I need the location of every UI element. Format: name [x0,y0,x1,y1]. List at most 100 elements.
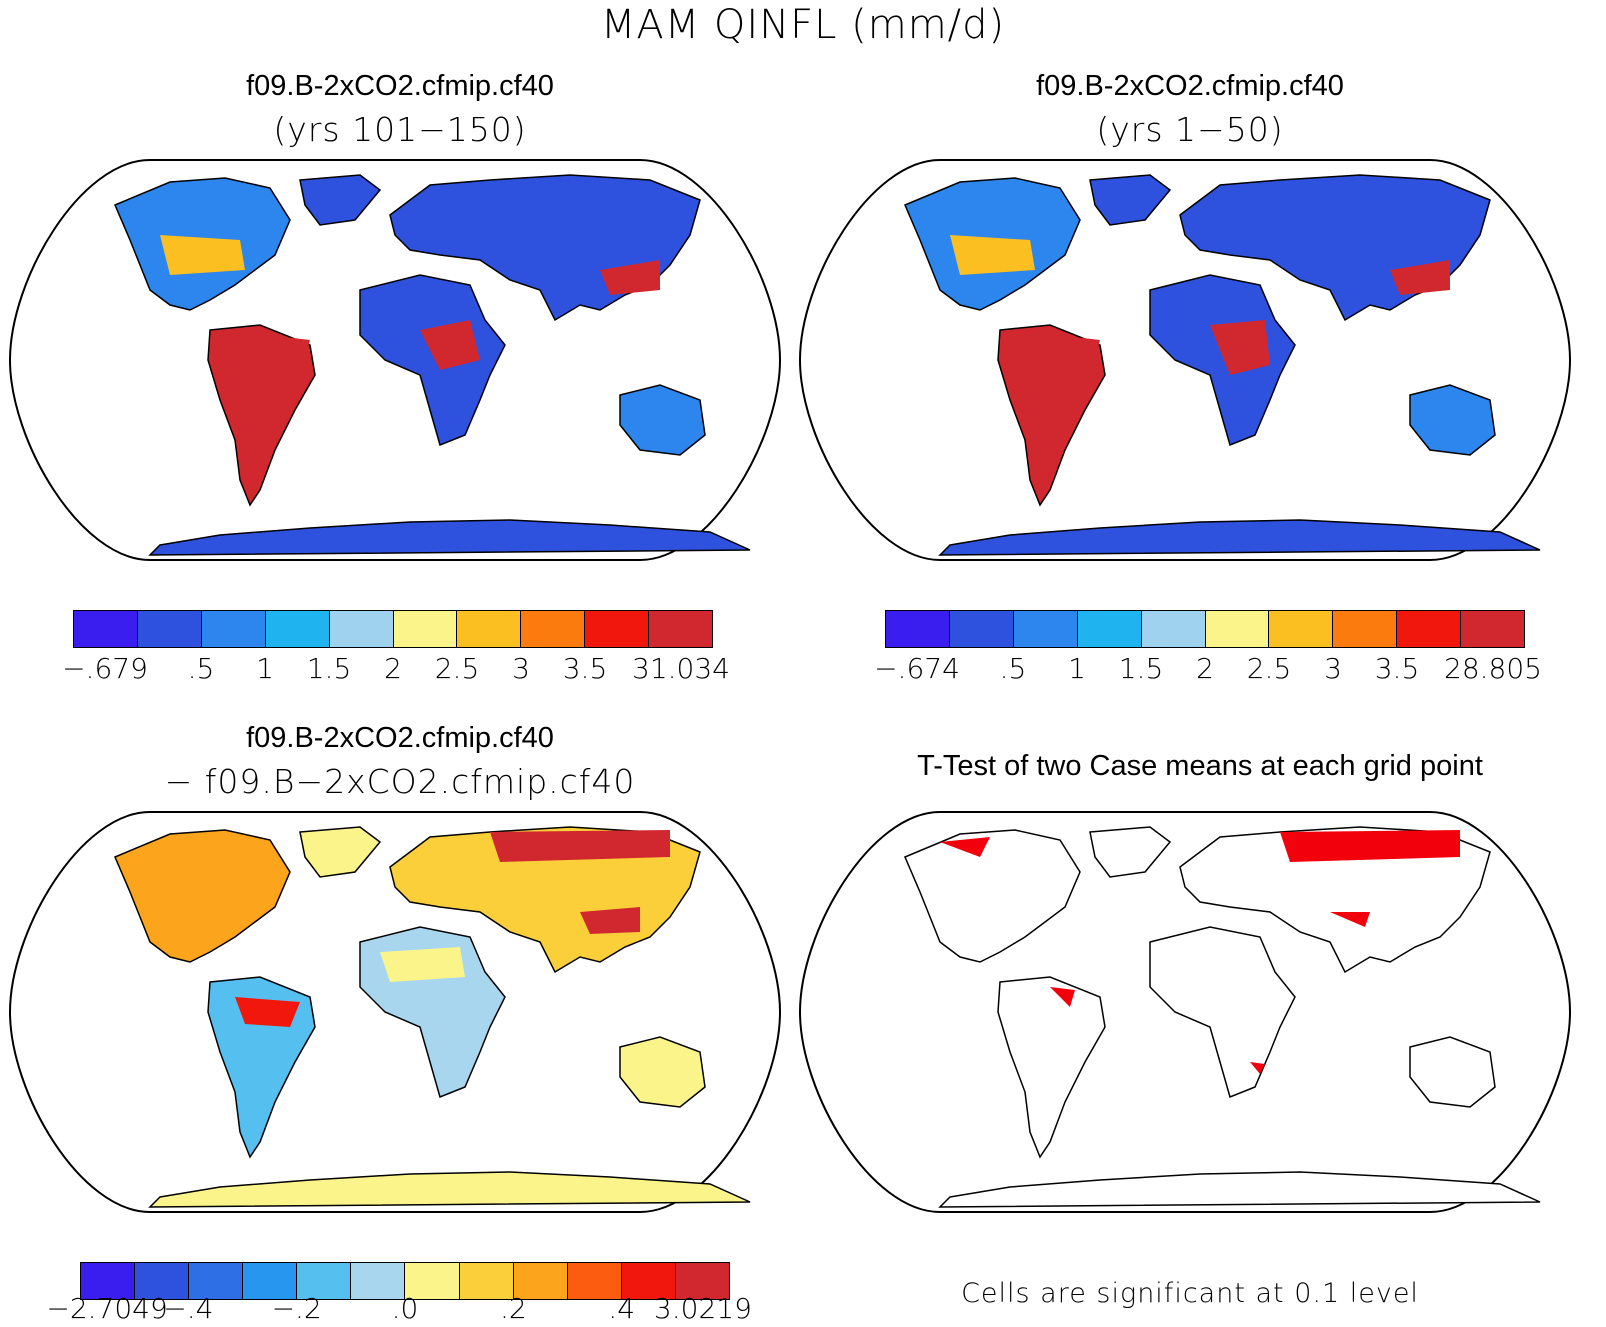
panel1-map [8,159,782,561]
greenland-landmass [1089,826,1172,878]
significance-note: Cells are significant at 0.1 level [961,1278,1419,1309]
colorbar-swatch [1077,611,1142,647]
colorbar-swatch [1333,611,1398,647]
colorbar-label: 2 [1196,652,1214,685]
field-region [600,260,660,295]
colorbar-label: 3.5 [1374,652,1420,685]
australia-landmass [1409,1036,1496,1108]
panel2-title: f09.B-2xCO2.cfmip.cf40 [1036,70,1344,102]
antarctica-landmass [938,1171,1541,1208]
field-region [950,235,1035,275]
colorbar-label: −.2 [271,1292,322,1325]
figure-title: MAM QINFL (mm/d) [600,2,1006,48]
colorbar-label: 1.5 [1118,652,1164,685]
panel2-subtitle: (yrs 1−50) [1096,110,1284,149]
colorbar-label: −.4 [163,1292,214,1325]
field-region [160,235,245,275]
colorbar-swatch [135,1263,190,1299]
field-region [1280,830,1460,862]
colorbar-label: .4 [608,1292,636,1325]
colorbar-label: .0 [391,1292,419,1325]
colorbar-swatch [457,611,522,647]
panel3-map [8,811,782,1213]
colorbar-swatch [1461,611,1525,647]
field-region [225,330,310,375]
colorbar-swatch [351,1263,406,1299]
colorbar-label: 2.5 [1246,652,1292,685]
colorbar-label: 2.5 [434,652,480,685]
panel3-subtitle: − f09.B−2xCO2.cfmip.cf40 [164,762,636,801]
colorbar-swatch [329,611,394,647]
australia-landmass [619,384,706,456]
field-region [1050,987,1075,1007]
colorbar-swatch [189,1263,244,1299]
colorbar-swatch [74,611,138,647]
colorbar-swatch [649,611,713,647]
colorbar-swatch [1141,611,1206,647]
panel3-title: f09.B-2xCO2.cfmip.cf40 [246,722,554,754]
field-region [1015,330,1100,375]
greenland-landmass [1089,174,1172,226]
colorbar-label: 1.5 [306,652,352,685]
colorbar-swatch [137,611,202,647]
colorbar-label: 3.5 [562,652,608,685]
australia-landmass [619,1036,706,1108]
colorbar-swatch [459,1263,514,1299]
colorbar-label: −2.7049 [46,1292,168,1325]
colorbar-swatch [567,1263,622,1299]
panel1-title: f09.B-2xCO2.cfmip.cf40 [246,70,554,102]
field-region [1390,260,1450,295]
greenland-landmass [299,174,382,226]
colorbar-label: 28.805 [1444,652,1542,685]
colorbar-label: .5 [999,652,1027,685]
panel4-map [798,811,1572,1213]
eurasia-landmass [389,826,701,974]
panel1-subtitle: (yrs 101−150) [273,110,527,149]
australia-landmass [1409,384,1496,456]
colorbar-swatch [201,611,266,647]
colorbar-label: 31.034 [632,652,730,685]
antarctica-landmass [938,519,1541,556]
field-region [580,907,640,934]
colorbar-swatch [265,611,330,647]
colorbar-swatch [1013,611,1078,647]
colorbar-label: 2 [384,652,402,685]
africa-landmass [359,274,506,447]
field-region [420,320,480,370]
eurasia-landmass [1179,826,1491,974]
panel2-colorbar [885,610,1525,648]
panel4-title: T-Test of two Case means at each grid po… [917,750,1483,782]
colorbar-swatch [621,1263,676,1299]
colorbar-swatch [243,1263,298,1299]
field-region [1330,912,1370,927]
colorbar-swatch [949,611,1014,647]
colorbar-label: .2 [499,1292,527,1325]
field-region [1250,1062,1265,1074]
field-region [1210,320,1270,375]
colorbar-swatch [675,1263,729,1299]
namerica-landmass [114,829,291,963]
colorbar-swatch [585,611,650,647]
panel2-map [798,159,1572,561]
samerica-landmass [997,976,1106,1159]
antarctica-landmass [148,519,751,556]
colorbar-label: 3 [1324,652,1342,685]
panel2-colorbar-labels: −.674 .5 1 1.5 2 2.5 3 3.5 28.805 [874,652,1542,686]
colorbar-swatch [1397,611,1462,647]
africa-landmass [1149,274,1296,447]
colorbar-swatch [81,1263,136,1299]
colorbar-swatch [521,611,586,647]
colorbar-swatch [393,611,458,647]
panel3-colorbar [80,1262,730,1300]
antarctica-landmass [148,1171,751,1208]
africa-landmass [1149,926,1296,1099]
panel1-colorbar-labels: −.679 .5 1 1.5 2 2.5 3 3.5 31.034 [62,652,730,686]
field-region [490,830,670,862]
colorbar-swatch [886,611,950,647]
field-region [235,997,300,1027]
colorbar-swatch [1205,611,1270,647]
colorbar-label: .5 [187,652,215,685]
colorbar-label: 3.0219 [653,1292,752,1325]
colorbar-swatch [513,1263,568,1299]
panel1-colorbar [73,610,713,648]
